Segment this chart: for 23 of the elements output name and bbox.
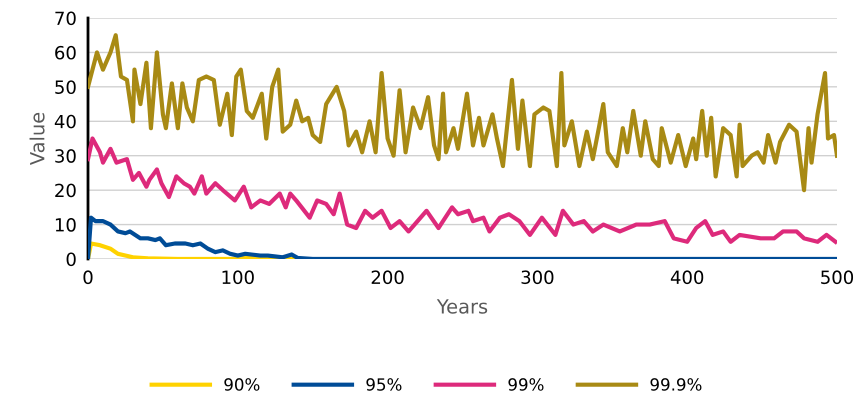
y-tick-label: 50	[55, 80, 76, 94]
legend-label: 95%	[366, 378, 402, 391]
line-series	[88, 216, 837, 259]
x-tick-label: 200	[372, 270, 404, 284]
legend-label: 99%	[508, 378, 544, 391]
x-tick-label: 100	[222, 270, 254, 284]
y-tick-label: 20	[55, 184, 76, 198]
y-tick-label: 0	[66, 252, 76, 266]
x-tick-label: 400	[670, 270, 704, 284]
y-tick-label: 60	[55, 46, 76, 60]
y-tick-label: 40	[54, 114, 76, 128]
line-series	[88, 33, 837, 192]
y-tick-label: 10	[56, 218, 76, 232]
legend-label: 99.9%	[650, 378, 702, 391]
y-tick-label: 70	[55, 11, 76, 26]
legend-label: 90%	[224, 378, 260, 391]
x-tick-label: 500	[821, 270, 854, 284]
line-series	[88, 136, 837, 244]
y-tick-label: 30	[55, 149, 76, 163]
x-axis-title: Years	[436, 299, 488, 314]
x-tick-label: 300	[522, 270, 554, 284]
y-axis-title: Value	[30, 112, 45, 166]
x-tick-label: 0	[83, 270, 93, 284]
